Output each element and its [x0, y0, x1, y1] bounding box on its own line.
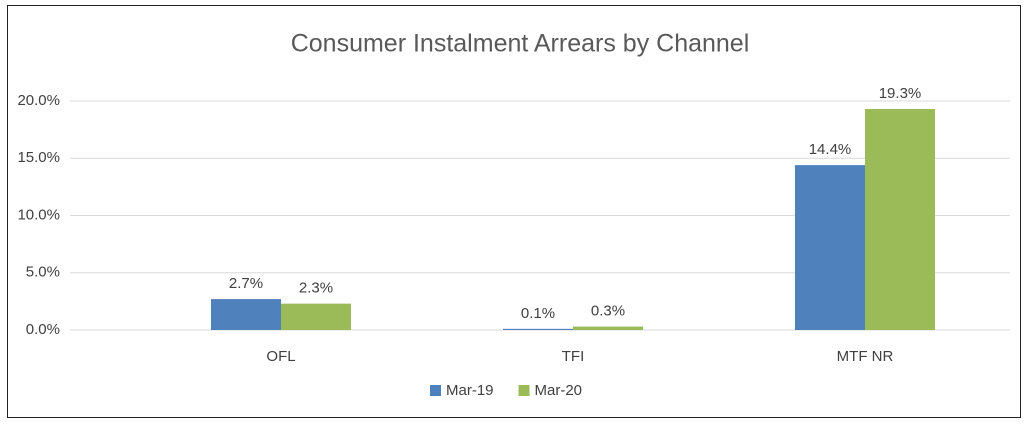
x-tick-label: OFL	[266, 348, 295, 365]
y-tick-label: 5.0%	[26, 264, 60, 281]
legend-label: Mar-19	[446, 382, 494, 399]
legend-swatch	[430, 385, 441, 396]
data-label: 0.3%	[591, 303, 625, 320]
x-tick-label: TFI	[562, 348, 585, 365]
data-label: 14.4%	[809, 141, 852, 158]
y-tick-label: 0.0%	[26, 321, 60, 338]
x-tick-label: MTF NR	[837, 348, 894, 365]
y-tick-label: 20.0%	[17, 92, 60, 109]
data-label: 2.7%	[229, 275, 263, 292]
bar	[573, 326, 643, 330]
y-tick-label: 15.0%	[17, 149, 60, 166]
bar	[795, 165, 865, 330]
bar	[281, 303, 351, 330]
data-label: 2.3%	[299, 280, 333, 297]
data-label: 19.3%	[879, 85, 922, 102]
bar	[865, 109, 935, 330]
bar	[211, 299, 281, 330]
chart-title: Consumer Instalment Arrears by Channel	[291, 30, 750, 58]
y-tick-label: 10.0%	[17, 206, 60, 223]
legend-swatch	[518, 385, 530, 396]
bar	[503, 328, 573, 330]
legend-label: Mar-20	[535, 382, 583, 399]
data-label: 0.1%	[521, 305, 555, 322]
